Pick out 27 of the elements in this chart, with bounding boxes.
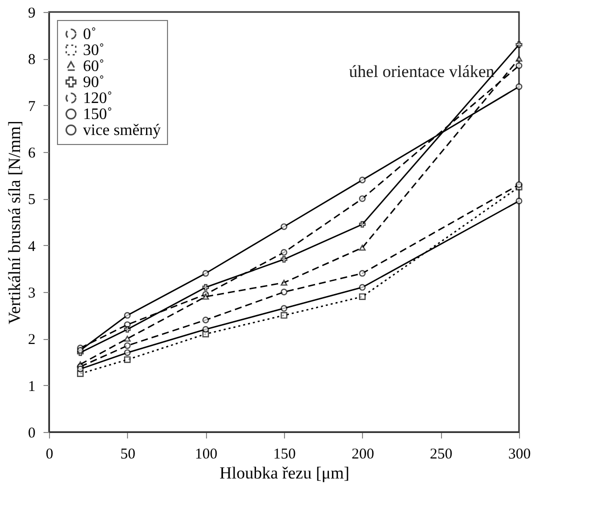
x-axis-title: Hloubka řezu [μm] [220,464,350,482]
legend-label: 150˚ [83,106,112,123]
legend-label: 0˚ [83,26,96,43]
y-axis-title: Vertikální brusná síla [N/mm] [5,120,24,324]
y-tick-label: 7 [28,98,36,115]
y-tick-label: 5 [28,192,36,208]
x-tick-label: 300 [508,446,531,462]
y-tick-label: 2 [28,332,36,348]
x-tick-label: 150 [273,446,296,462]
annotation: úhel orientace vláken [349,62,495,81]
y-tick-label: 0 [28,426,36,442]
x-tick-label: 100 [194,446,218,462]
y-tick-label: 8 [28,52,36,68]
x-tick-label: 50 [120,446,136,462]
legend-label: 90˚ [83,74,104,91]
y-tick-label: 4 [28,238,36,255]
y-tick-label: 9 [28,6,36,22]
x-tick-label: 200 [352,446,374,462]
x-tick-label: 250 [430,446,452,462]
legend-label: 30˚ [83,42,104,59]
legend-label: 60˚ [83,58,104,75]
x-tick-label: 0 [46,446,54,462]
y-tick-label: 6 [28,146,36,162]
legend-label: vice směrný [83,122,161,139]
y-tick-label: 3 [28,286,36,302]
legend-label: 120˚ [83,90,112,107]
y-tick-label: 1 [28,378,36,395]
